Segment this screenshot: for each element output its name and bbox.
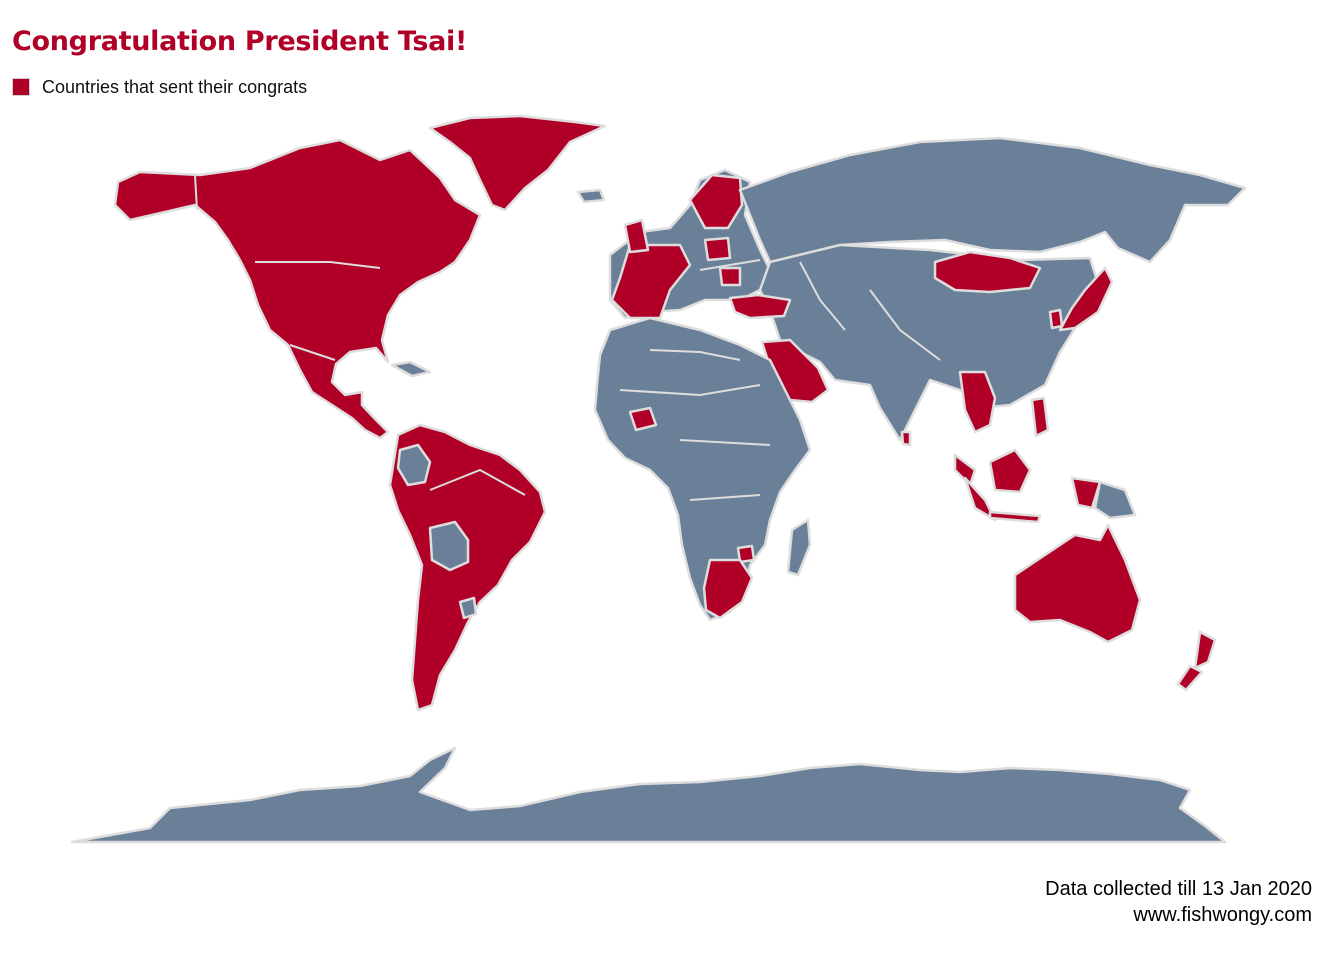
region-png [1093,480,1137,520]
region-greenland [428,114,607,212]
region-poland [703,236,732,262]
border-lines [194,174,941,501]
region-bolivia [428,520,470,572]
region-srilanka [900,430,912,447]
region-north-america [113,138,482,440]
legend-label: Countries that sent their congrats [42,76,308,97]
region-australia [1013,523,1142,644]
region-new-zealand-south [1176,664,1204,692]
region-south-america [388,423,547,712]
caption-date: Data collected till 13 Jan 2020 [1045,878,1312,900]
region-eswatini [736,544,756,564]
region-western-europe [610,243,692,320]
region-turkey [728,293,792,320]
region-sumatra [963,476,997,522]
region-korea [1048,308,1064,330]
region-mongolia [933,250,1042,294]
legend: Countries that sent their congrats [12,76,307,98]
region-romania [718,266,742,287]
region-nordics [688,173,744,230]
region-antarctica [70,746,1227,844]
region-madagascar [786,518,812,577]
region-uruguay [458,596,478,620]
caption-website: www.fishwongy.com [1133,904,1312,926]
region-japan [1058,266,1114,332]
data-caption: Data collected till 13 Jan 2020 www.fish… [1045,876,1312,928]
region-philippines [1030,396,1050,438]
region-colombia [396,443,432,487]
region-borneo [988,448,1032,494]
region-uk [623,218,650,254]
legend-swatch-congrats [12,78,30,96]
region-png-west [1070,476,1102,510]
map-title: Congratulation President Tsai! [12,26,467,57]
region-iceland [576,188,606,204]
region-south-africa [702,558,754,620]
region-russia [738,136,1247,264]
region-asia [758,243,1102,442]
region-java [988,510,1042,524]
region-thailand [958,370,997,434]
region-new-zealand [1193,630,1217,670]
region-burkina [628,406,658,432]
region-cuba [390,360,432,378]
